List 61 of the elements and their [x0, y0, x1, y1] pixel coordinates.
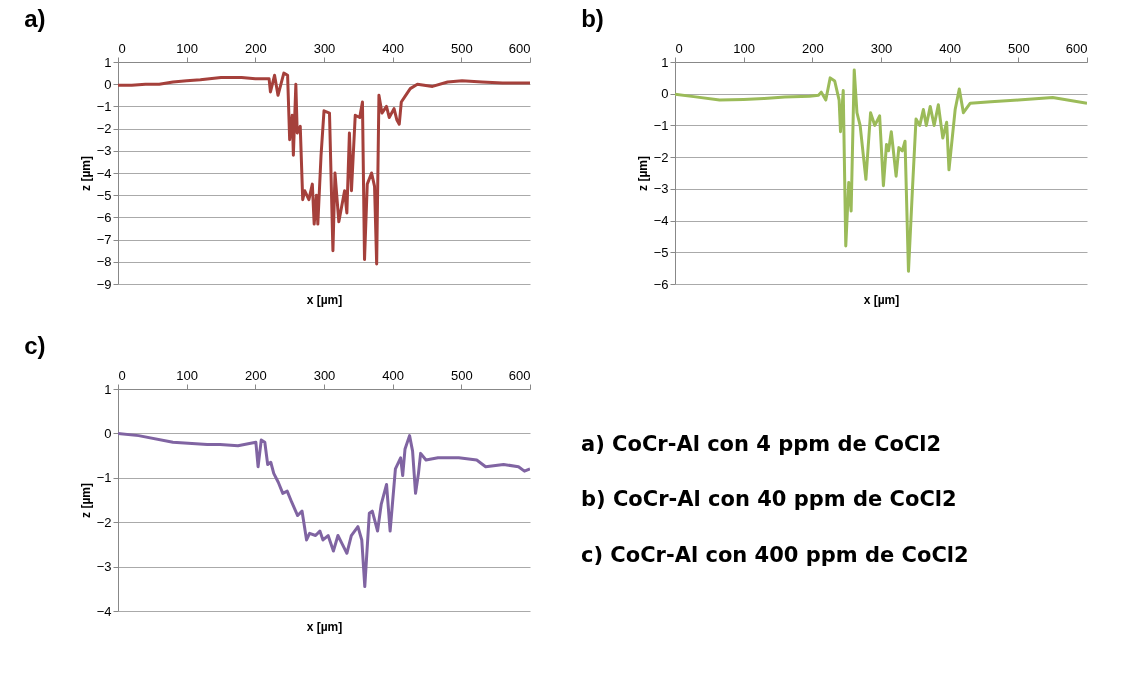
line-series: [118, 71, 530, 266]
text: a) CoCr-Al con 4 ppm de CoCl2: [581, 431, 942, 456]
y-tick-label: 0: [104, 76, 112, 92]
y-tick-label: −5: [653, 244, 669, 260]
y-tick-label: −1: [653, 117, 669, 133]
x-tick-label: 200: [244, 367, 267, 383]
x-tick-label: 300: [870, 40, 893, 56]
x-tick-label: 0: [118, 367, 126, 383]
x-tick-label: 400: [939, 40, 962, 56]
x-tick-label: 600: [1065, 40, 1088, 56]
y-tick-label: −1: [96, 470, 112, 486]
y-tick-label: −6: [653, 276, 669, 292]
y-tick-label: −3: [653, 181, 669, 197]
x-tick-label: 600: [508, 367, 531, 383]
y-tick-label: 1: [104, 381, 112, 397]
x-tick-label: 300: [313, 367, 336, 383]
y-tick-label: −9: [96, 276, 112, 292]
y-tick-label: −8: [96, 254, 112, 270]
y-tick-label: 1: [661, 54, 669, 70]
x-tick-label: 500: [1007, 40, 1030, 56]
y-axis-title: z [µm]: [635, 156, 650, 191]
x-tick-label: 500: [450, 367, 473, 383]
x-tick-label: 100: [176, 367, 199, 383]
x-tick-label: 0: [675, 40, 683, 56]
y-axis-title: z [µm]: [78, 483, 93, 518]
x-tick-label: 100: [176, 40, 199, 56]
y-tick-label: 0: [661, 86, 669, 102]
y-tick-label: −5: [96, 187, 112, 203]
y-tick-label: −4: [653, 213, 669, 229]
text: b) CoCr-Al con 40 ppm de CoCl2: [581, 487, 957, 511]
line-series: [675, 68, 1087, 273]
y-tick-label: −1: [96, 98, 112, 114]
y-tick-label: −3: [96, 559, 112, 575]
x-tick-label: 200: [244, 40, 267, 56]
chart-title: c): [24, 332, 46, 359]
y-tick-label: 1: [104, 54, 112, 70]
y-tick-label: −2: [96, 121, 112, 137]
x-tick-label: 500: [450, 40, 473, 56]
x-axis-title: x [µm]: [863, 292, 900, 307]
y-tick-label: −6: [96, 209, 112, 225]
x-tick-label: 300: [313, 40, 336, 56]
x-axis-title: x [µm]: [306, 292, 343, 307]
text: c) CoCr-Al con 400 ppm de CoCl2: [581, 542, 969, 567]
x-axis-title: x [µm]: [306, 619, 343, 634]
x-tick-label: 400: [382, 367, 405, 383]
x-tick-label: 400: [382, 40, 405, 56]
y-axis-title: z [µm]: [78, 156, 93, 191]
y-tick-label: −2: [653, 149, 669, 165]
x-tick-label: 100: [733, 40, 756, 56]
x-tick-label: 0: [118, 40, 126, 56]
y-tick-label: −2: [96, 514, 112, 530]
y-tick-label: 0: [104, 425, 112, 441]
y-tick-label: −4: [96, 603, 112, 619]
x-tick-label: 200: [801, 40, 824, 56]
y-tick-label: −4: [96, 165, 112, 181]
chart-title: b): [581, 5, 604, 32]
y-tick-label: −3: [96, 143, 112, 159]
chart-title: a): [24, 5, 46, 32]
line-series: [118, 431, 530, 589]
y-tick-label: −7: [96, 232, 112, 248]
x-tick-label: 600: [508, 40, 531, 56]
